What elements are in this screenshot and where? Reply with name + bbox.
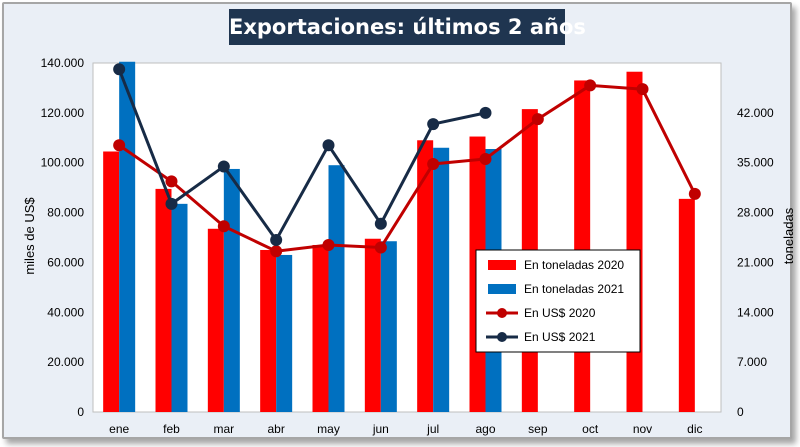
bars-layer (103, 61, 695, 412)
point-3-feb (165, 197, 178, 210)
point-2-feb (165, 175, 178, 188)
bar-0-ene (103, 151, 120, 412)
x-tick-nov: nov (633, 422, 652, 436)
right-tick-label: 42.000 (737, 106, 774, 120)
left-axis-ticks: 0 20.000 40.000 60.000 80.000 100.000 120.000 1… (41, 56, 85, 419)
left-tick-label: 80.000 (47, 206, 84, 220)
bar-0-oct (574, 80, 591, 412)
left-axis-title: miles de US$ (22, 197, 37, 275)
x-tick-dic: dic (687, 422, 702, 436)
right-tick-label: 35.000 (737, 156, 774, 170)
bar-0-jul (417, 140, 434, 412)
point-2-oct (584, 79, 597, 92)
bar-0-feb (155, 188, 172, 412)
legend-swatch-marker-3 (497, 332, 507, 342)
legend-swatch-0 (488, 260, 516, 270)
point-3-abr (270, 233, 283, 246)
legend-swatch-1 (488, 284, 516, 294)
left-tick-label: 0 (77, 405, 84, 419)
left-tick-label: 20.000 (47, 355, 84, 369)
x-tick-mar: mar (213, 422, 234, 436)
line-series-3 (117, 68, 486, 243)
bar-1-may (328, 165, 345, 412)
x-tick-feb: feb (163, 422, 180, 436)
line-series-2 (118, 83, 697, 253)
x-tick-may: may (317, 422, 340, 436)
point-2-dic (688, 187, 701, 200)
point-2-jul (427, 157, 440, 170)
point-3-may (322, 139, 335, 152)
bar-1-abr (276, 254, 293, 412)
bar-0-jun (364, 238, 381, 412)
bar-1-jun (380, 241, 397, 412)
point-2-abr (270, 245, 283, 258)
point-2-nov (636, 83, 649, 96)
point-3-mar (217, 160, 230, 173)
bar-0-nov (626, 71, 643, 412)
point-2-jun (374, 241, 387, 254)
right-axis-title: toneladas (781, 207, 796, 264)
x-tick-sep: sep (528, 422, 548, 436)
point-3-ene (113, 63, 126, 76)
bar-1-ene (119, 61, 136, 412)
point-2-ene (113, 139, 126, 152)
right-axis-ticks: 0 7.000 14.000 21.000 28.000 35.000 42.000 (737, 106, 774, 419)
point-2-mar (217, 220, 230, 233)
x-tick-abr: abr (267, 422, 284, 436)
point-3-jul (427, 118, 440, 131)
bar-0-may (312, 244, 329, 412)
bar-1-feb (171, 203, 188, 412)
x-tick-ene: ene (109, 422, 129, 436)
left-tick-label: 60.000 (47, 255, 84, 269)
chart-title: Exportaciones: últimos 2 años (229, 9, 586, 45)
right-tick-label: 28.000 (737, 206, 774, 220)
point-3-ago (479, 106, 492, 119)
legend-label-3: En US$ 2021 (524, 330, 596, 344)
right-tick-label: 0 (737, 405, 744, 419)
point-3-jun (374, 217, 387, 230)
bar-0-abr (260, 249, 277, 412)
bar-1-jul (433, 147, 450, 412)
bar-0-dic (678, 198, 695, 412)
bar-0-mar (207, 228, 224, 412)
plot-area (92, 62, 722, 413)
x-tick-jul: jul (426, 422, 439, 436)
right-tick-label: 7.000 (737, 355, 767, 369)
legend-label-0: En toneladas 2020 (524, 258, 624, 272)
x-tick-jun: jun (372, 422, 389, 436)
point-2-ago (479, 152, 492, 165)
point-2-may (322, 238, 335, 251)
x-axis-ticks: ene feb mar abr may jun jul ago sep oct nov dic (109, 422, 702, 436)
legend: En toneladas 2020 En toneladas 2021 En US$… (475, 249, 641, 353)
left-tick-label: 40.000 (47, 305, 84, 319)
left-tick-label: 100.000 (41, 156, 85, 170)
legend-label-2: En US$ 2020 (524, 306, 596, 320)
bar-1-mar (223, 168, 240, 412)
legend-swatch-marker-2 (497, 308, 507, 318)
lines-layer (113, 63, 701, 258)
x-tick-oct: oct (582, 422, 599, 436)
point-2-sep (531, 113, 544, 126)
right-tick-label: 21.000 (737, 255, 774, 269)
right-tick-label: 14.000 (737, 305, 774, 319)
x-tick-ago: ago (475, 422, 495, 436)
legend-label-1: En toneladas 2021 (524, 282, 624, 296)
left-tick-label: 140.000 (41, 56, 85, 70)
left-tick-label: 120.000 (41, 106, 85, 120)
